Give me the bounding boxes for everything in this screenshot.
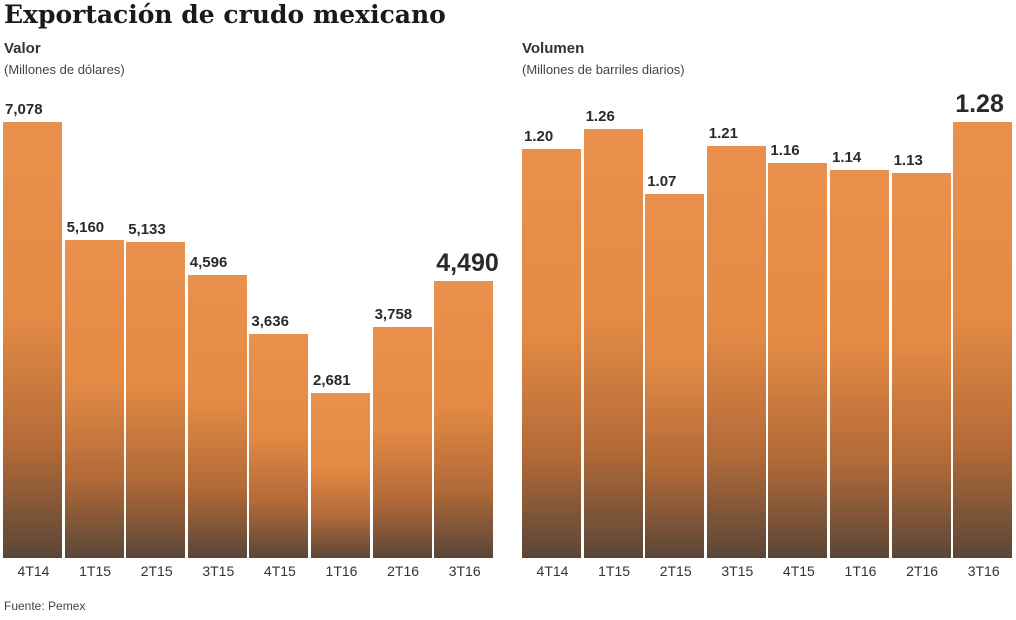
category-label: 4T15	[782, 563, 815, 579]
value-label: 3,636	[251, 313, 289, 331]
value-label: 1.26	[585, 107, 615, 125]
category-label: 2T16	[387, 563, 420, 579]
bar-2T16	[372, 326, 432, 558]
category-label: 3T15	[721, 563, 754, 579]
right-chart-unit: (Millones de barriles diarios)	[522, 62, 685, 77]
left-chart-unit: (Millones de dólares)	[4, 62, 125, 77]
value-label: 1.07	[647, 172, 677, 190]
left-chart-title: Valor	[4, 40, 41, 57]
bar-3T15	[706, 145, 766, 558]
right-chart-title: Volumen	[522, 40, 585, 57]
value-label: 4,596	[189, 253, 228, 271]
bar-3T16	[434, 281, 494, 558]
bar-2T16	[891, 173, 951, 558]
category-label: 4T15	[263, 563, 296, 579]
value-label: 1.21	[708, 124, 738, 142]
category-label: 1T15	[79, 563, 112, 579]
value-label: 1.20	[524, 128, 554, 146]
value-label: 1.16	[770, 141, 800, 159]
bar-1T15	[64, 240, 124, 558]
bar-4T14	[522, 149, 581, 558]
bar-4T14	[3, 122, 62, 558]
value-label: 1.28	[955, 90, 1004, 118]
bar-2T15	[645, 193, 705, 558]
source-footer: Fuente: Pemex	[4, 599, 86, 613]
bar-3T16	[953, 122, 1013, 558]
bar-4T15	[768, 162, 828, 558]
value-label: 3,758	[374, 305, 413, 323]
category-label: 2T15	[140, 563, 173, 579]
bar-2T15	[126, 241, 186, 558]
category-label: 3T15	[202, 563, 235, 579]
category-label: 1T16	[844, 563, 877, 579]
bar-1T16	[311, 392, 370, 558]
category-label: 1T15	[598, 563, 631, 579]
bar-3T15	[187, 274, 247, 558]
value-label: 5,160	[66, 219, 105, 237]
category-label: 4T14	[17, 563, 50, 579]
category-label: 3T16	[448, 563, 481, 579]
bar-1T15	[583, 128, 643, 558]
category-label: 3T16	[967, 563, 1000, 579]
value-label: 2,681	[313, 371, 351, 389]
category-label: 2T16	[906, 563, 939, 579]
category-label: 1T16	[325, 563, 358, 579]
value-label: 7,078	[5, 101, 43, 118]
value-label: 4,490	[436, 249, 499, 278]
value-label: 1.13	[893, 152, 923, 170]
value-label: 1.14	[832, 148, 862, 166]
bar-1T16	[830, 169, 889, 558]
category-label: 2T15	[659, 563, 692, 579]
chart-title: Exportación de crudo mexicano	[4, 0, 446, 29]
value-label: 5,133	[128, 220, 166, 238]
bar-4T15	[249, 334, 309, 558]
category-label: 4T14	[536, 563, 569, 579]
